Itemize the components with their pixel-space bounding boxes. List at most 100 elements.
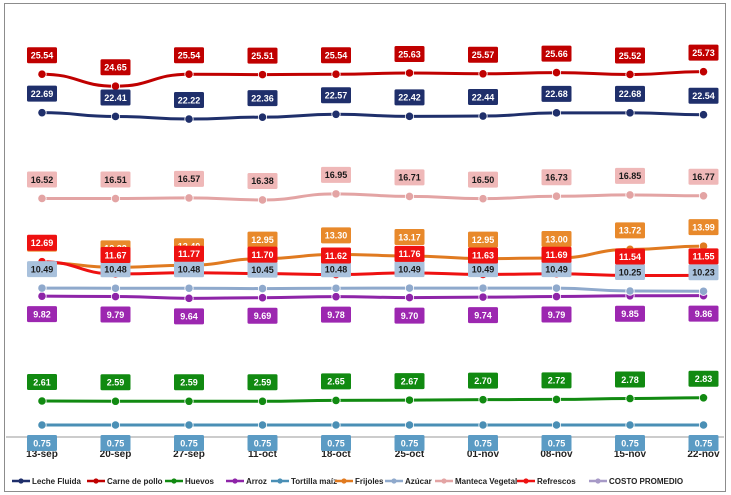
data-label-text: 0.75 (327, 438, 345, 448)
data-label-frijoles-18-oct: 13.30 (321, 227, 351, 244)
data-label-text: 10.49 (545, 264, 568, 274)
point-huevos-18-oct (331, 395, 341, 406)
point-huevos-25-oct (404, 395, 415, 405)
legend-swatch-marker (441, 478, 447, 484)
data-label-text: 25.66 (545, 49, 568, 59)
data-label-text: 10.49 (31, 264, 54, 274)
x-tick-08-nov: 08-nov (540, 449, 573, 460)
legend-label: Tortilla maíz (291, 477, 337, 486)
point-manteca-vegetal-25-oct (404, 191, 415, 202)
data-label-huevos-15-nov: 2.78 (615, 371, 645, 388)
data-label-box (100, 306, 131, 323)
data-label-box (247, 172, 278, 189)
data-label-box (468, 261, 498, 278)
data-label-carne-de-pollo-15-nov: 25.52 (615, 47, 645, 64)
data-label-huevos-27-sep: 2.59 (174, 374, 204, 391)
data-label-text: 2.72 (548, 376, 566, 386)
point-manteca-vegetal-15-nov (625, 190, 635, 200)
series-huevos (37, 393, 709, 406)
data-label-tortilla-maiz-01-nov: 0.75 (468, 435, 498, 451)
point-huevos-11-oct (257, 396, 268, 406)
legend-label: Azúcar (405, 477, 432, 486)
data-label-text: 9.69 (254, 311, 272, 321)
data-label-carne-de-pollo-27-sep: 25.54 (174, 47, 204, 64)
data-label-text: 13.72 (619, 226, 642, 236)
data-label-text: 11.67 (104, 250, 126, 260)
data-label-box (100, 435, 131, 451)
data-label-text: 22.68 (619, 89, 642, 99)
series-line-azucar (41, 286, 704, 293)
data-label-tortilla-maiz-27-sep: 0.75 (174, 435, 204, 451)
data-label-text: 9.85 (621, 309, 639, 319)
data-label-text: 2.59 (180, 378, 198, 388)
point-azucar-13-sep (37, 283, 47, 293)
point-manteca-vegetal-20-sep (110, 193, 121, 204)
data-label-text: 13.30 (325, 231, 348, 241)
x-tick-15-nov: 15-nov (614, 449, 647, 460)
data-label-carne-de-pollo-25-oct: 25.63 (394, 45, 425, 62)
data-label-box (321, 227, 351, 244)
data-label-text: 0.75 (33, 438, 51, 448)
series-line-frijoles (41, 244, 704, 269)
data-label-azucar-15-nov: 10.25 (615, 264, 645, 280)
series-arroz (37, 291, 709, 303)
point-carne-de-pollo-18-oct (331, 69, 341, 79)
point-azucar-20-sep (110, 283, 121, 293)
legend-item-manteca-vegetal: Manteca Vegetal (435, 477, 517, 486)
series-refrescos (37, 257, 709, 281)
data-label-azucar-27-sep: 10.48 (174, 261, 204, 278)
point-huevos-20-sep (110, 396, 121, 406)
point-arroz-11-oct (257, 293, 268, 303)
data-label-text: 25.54 (325, 51, 348, 61)
data-label-box (688, 305, 719, 322)
series-line-manteca-vegetal (41, 192, 704, 202)
data-label-tortilla-maiz-08-nov: 0.75 (541, 435, 572, 451)
data-label-box (468, 171, 498, 188)
data-label-box (321, 373, 351, 390)
data-label-azucar-01-nov: 10.49 (468, 261, 498, 278)
data-label-frijoles-22-nov: 13.99 (688, 219, 719, 236)
data-label-box (394, 373, 425, 390)
data-label-text: 16.73 (545, 173, 568, 183)
data-label-box (27, 171, 57, 188)
series-frijoles (37, 241, 709, 272)
series-line-arroz (41, 294, 704, 300)
plot-area (37, 67, 709, 430)
data-label-text: 22.57 (325, 91, 348, 101)
data-labels: 22.69 22.41 22.22 22.36 22.57 22.42 22.44 22.68… (27, 44, 719, 451)
data-label-box (394, 228, 425, 245)
point-leche-fluida-15-nov (625, 108, 635, 118)
legend-swatch-marker (93, 478, 99, 484)
data-label-box (100, 59, 131, 76)
point-tortilla-maiz-11-oct (257, 420, 268, 430)
legend-swatch-marker (232, 478, 238, 484)
data-label-text: 16.57 (178, 174, 201, 184)
data-label-leche-fluida-18-oct: 22.57 (321, 87, 351, 104)
data-label-huevos-18-oct: 2.65 (321, 373, 351, 390)
legend-item-frijoles: Frijoles (335, 477, 384, 486)
point-arroz-13-sep (37, 291, 47, 301)
data-label-carne-de-pollo-22-nov: 25.73 (688, 44, 719, 61)
legend-swatch-marker (595, 478, 601, 484)
legend-item-tortilla-maiz: Tortilla maíz (271, 477, 337, 486)
data-label-text: 0.75 (695, 438, 713, 448)
data-label-manteca-vegetal-13-sep: 16.52 (27, 171, 57, 188)
data-label-refrescos-18-oct: 11.62 (321, 247, 351, 264)
data-label-text: 2.83 (695, 374, 713, 384)
data-label-text: 25.73 (692, 48, 715, 58)
data-label-manteca-vegetal-20-sep: 16.51 (100, 171, 131, 188)
data-label-text: 10.23 (692, 268, 715, 278)
legend-item-costo-promedio: COSTO PROMEDIO (589, 477, 683, 486)
data-label-box (468, 89, 498, 106)
legend-swatch-marker (341, 478, 347, 484)
data-label-box (615, 248, 645, 265)
data-label-box (321, 47, 351, 64)
data-label-box (27, 435, 57, 451)
data-label-text: 0.75 (621, 438, 639, 448)
series-carne-de-pollo (37, 67, 709, 91)
legend-item-refrescos: Refrescos (517, 477, 576, 486)
data-label-tortilla-maiz-20-sep: 0.75 (100, 435, 131, 451)
data-label-box (394, 169, 425, 186)
data-label-leche-fluida-11-oct: 22.36 (247, 90, 278, 107)
data-label-box (688, 248, 719, 265)
